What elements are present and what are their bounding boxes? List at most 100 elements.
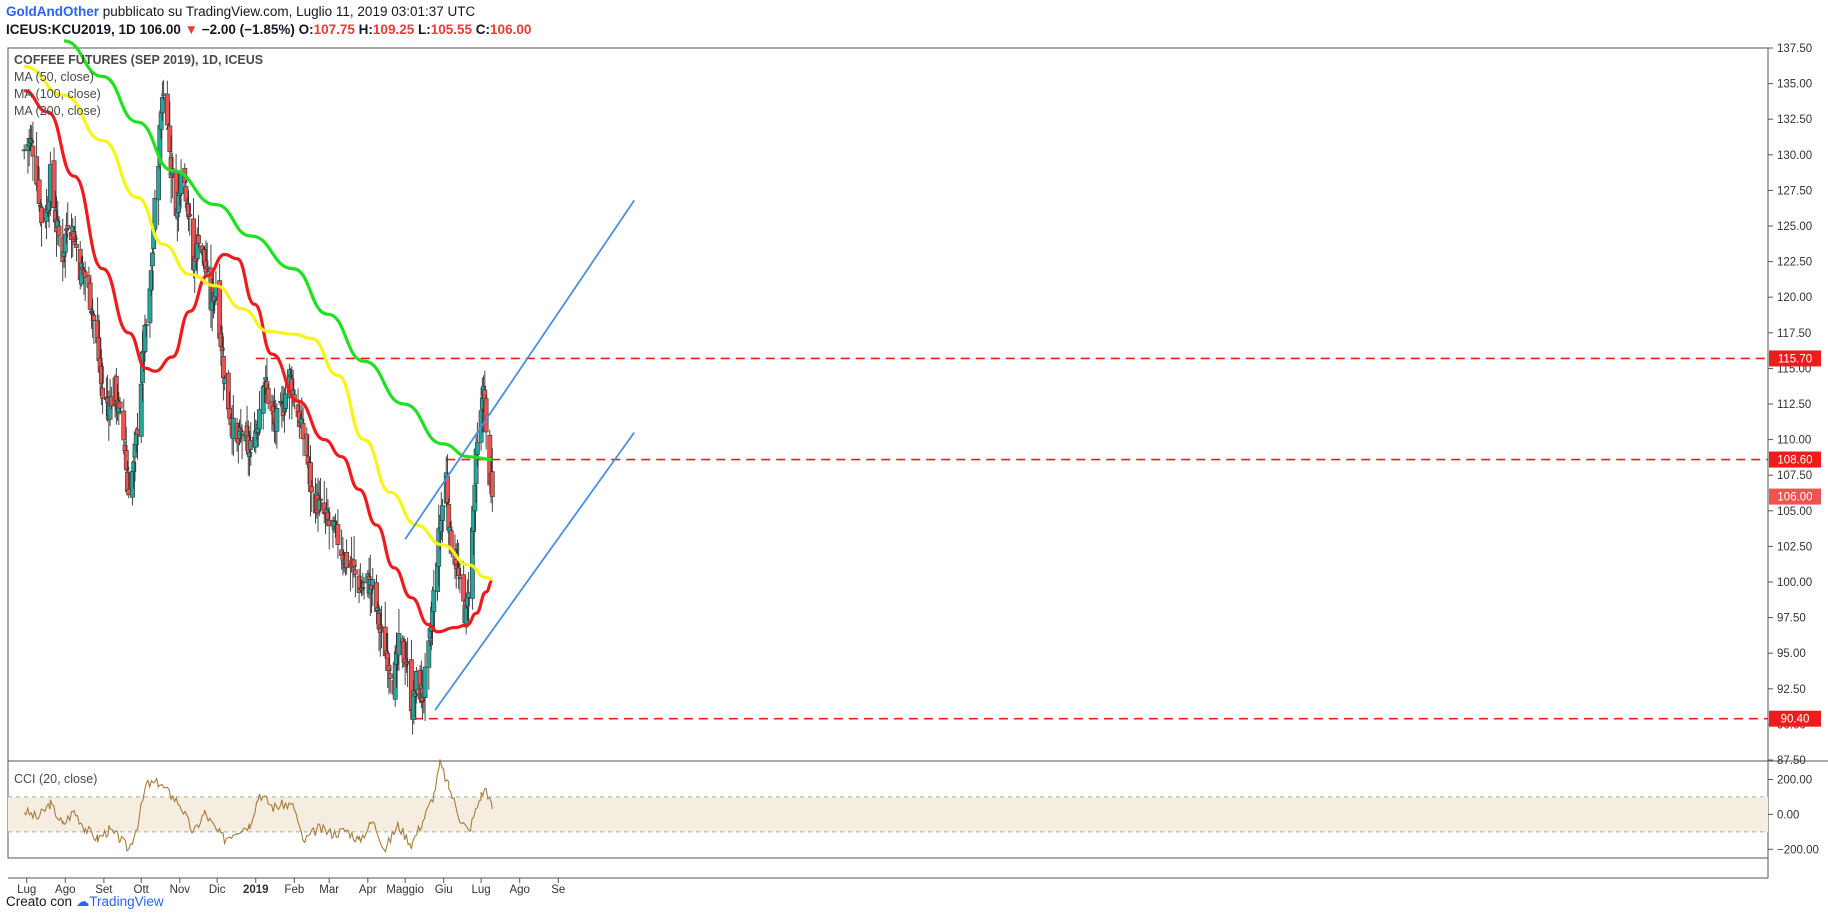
last-price: 106.00 — [139, 22, 181, 37]
time-tick-label: Ott — [134, 884, 150, 896]
candle-body — [461, 574, 467, 602]
time-tick-label: Ago — [509, 884, 529, 896]
legend-cci: CCI (20, close) — [14, 772, 98, 786]
candle-body — [422, 666, 428, 698]
candle-body — [219, 347, 225, 352]
candle-body — [123, 450, 129, 470]
candle-body — [263, 377, 269, 381]
candle-body — [156, 166, 162, 201]
candle-body — [56, 225, 62, 237]
publish-line: GoldAndOther pubblicato su TradingView.c… — [6, 4, 475, 19]
published-info: pubblicato su TradingView.com, Luglio 11… — [102, 4, 476, 19]
candle-body — [257, 409, 262, 430]
ma100-line — [23, 64, 493, 581]
candle-body — [152, 197, 158, 230]
candle-body — [150, 252, 155, 267]
footer: Creato con ☁TradingView — [6, 894, 164, 910]
candle-body — [72, 237, 78, 240]
price-tick-label: 95.00 — [1777, 648, 1806, 660]
candle-body — [167, 125, 173, 153]
candle-body — [196, 235, 201, 244]
open-label: O: — [298, 22, 314, 37]
cci-line — [23, 759, 493, 853]
price-tick-label: 120.00 — [1777, 292, 1812, 304]
candle-body — [39, 207, 45, 223]
price-tick-label: 130.00 — [1777, 150, 1812, 162]
author-name[interactable]: GoldAndOther — [6, 4, 99, 19]
price-label-text: 108.60 — [1777, 455, 1812, 467]
candle-body — [64, 228, 69, 231]
price-tick-label: 102.50 — [1777, 541, 1812, 553]
candle-body — [386, 665, 392, 671]
price-label-text: 106.00 — [1777, 492, 1812, 504]
ma200-line — [63, 39, 493, 462]
price-tick-label: 87.50 — [1777, 755, 1806, 767]
high-value: 109.25 — [372, 22, 415, 37]
candle-body — [344, 552, 350, 568]
ma50-line — [23, 89, 493, 634]
candle-body — [474, 442, 480, 455]
candle-body — [483, 398, 489, 433]
close-label: C: — [475, 22, 491, 37]
price-tick-label: 105.00 — [1777, 506, 1812, 518]
price-label-box — [1769, 710, 1821, 727]
candle-body — [100, 387, 106, 399]
open-value: 107.75 — [313, 22, 355, 37]
candle-body — [387, 673, 393, 679]
candle-body — [436, 528, 442, 567]
plot-frame — [7, 47, 1769, 859]
channel-lower-line — [434, 431, 635, 711]
time-tick-label: Apr — [359, 884, 377, 896]
time-tick-label: Giu — [435, 884, 453, 896]
candle-body — [283, 393, 289, 409]
time-tick-label: Lug — [472, 884, 491, 896]
candle-body — [121, 410, 127, 441]
price-tick-label: 117.50 — [1777, 328, 1811, 340]
price-tick-label: 135.00 — [1777, 79, 1812, 91]
high-label: H: — [358, 22, 373, 37]
price-tick-label: 100.00 — [1777, 577, 1812, 589]
time-tick-label: Feb — [284, 884, 304, 896]
price-tick-label: 132.50 — [1777, 114, 1812, 126]
candle-body — [309, 486, 315, 493]
candle-body — [138, 383, 144, 437]
legend-ma100: MA (100, close) — [14, 87, 101, 101]
candle-body — [352, 569, 358, 575]
candle-body — [426, 640, 432, 668]
candle-body — [51, 160, 57, 208]
candle-body — [472, 484, 478, 512]
candle-body — [361, 581, 367, 584]
candle-body — [431, 590, 437, 612]
symbol-label: ICEUS:KCU2019, 1D — [6, 22, 136, 37]
candle-body — [281, 408, 287, 412]
candle-body — [159, 97, 165, 114]
price-label-box — [1769, 488, 1821, 505]
footer-prefix: Creato con — [6, 894, 73, 909]
price-label-box — [1769, 451, 1821, 468]
price-tick-label: 92.50 — [1777, 684, 1806, 696]
candle-body — [168, 157, 174, 178]
price-tick-label: 122.50 — [1777, 257, 1812, 269]
price-tick-label: 137.50 — [1777, 43, 1812, 55]
time-tick-label: Maggio — [386, 884, 424, 896]
candle-body — [90, 313, 96, 316]
candle-body — [220, 355, 226, 379]
candle-body — [65, 225, 71, 229]
price-tick-label: 127.50 — [1777, 185, 1812, 197]
candle-body — [29, 140, 35, 144]
candle-body — [186, 203, 191, 217]
time-tick-label: Set — [95, 884, 113, 896]
candle-body — [117, 401, 123, 409]
legend-ma200: MA (200, close) — [14, 104, 101, 118]
tradingview-logo-icon[interactable]: ☁ — [75, 894, 90, 909]
time-tick-label: Lug — [17, 884, 36, 896]
price-tick-label: 112.50 — [1777, 399, 1811, 411]
candle-body — [37, 205, 43, 207]
candle-body — [204, 266, 210, 269]
candle-body — [374, 582, 379, 612]
candle-body — [274, 408, 280, 432]
cci-tick-label: −200.00 — [1777, 844, 1819, 856]
tradingview-link[interactable]: TradingView — [89, 894, 164, 909]
candle-body — [98, 366, 104, 384]
